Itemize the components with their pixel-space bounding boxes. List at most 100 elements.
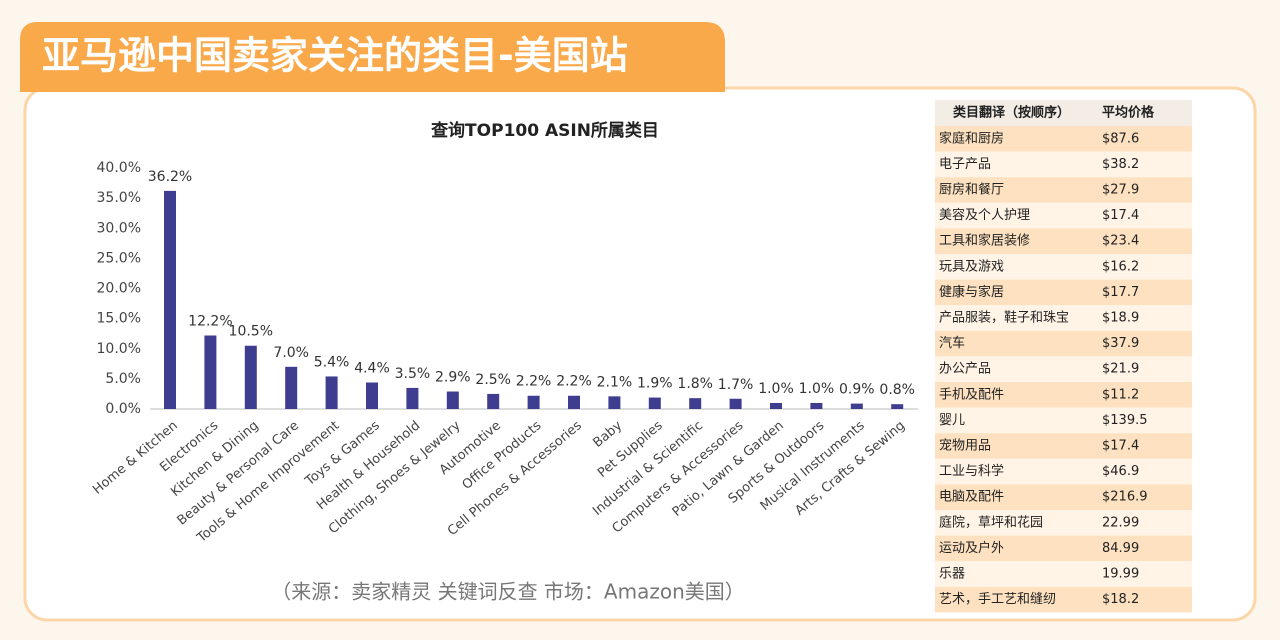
- value-label: 10.5%: [229, 324, 273, 340]
- table-header: 类目翻译（按顺序）: [953, 105, 1070, 121]
- bar: [204, 335, 217, 409]
- bar: [648, 397, 661, 409]
- bar: [850, 403, 863, 409]
- table-row-bg: [935, 382, 1192, 408]
- table-cell: 宠物用品: [939, 438, 991, 454]
- value-label: 36.2%: [148, 169, 192, 185]
- value-label: 2.2%: [556, 374, 592, 390]
- table-row-bg: [935, 254, 1192, 280]
- table-row-bg: [935, 407, 1192, 434]
- table-header-bg: [935, 100, 1192, 126]
- table-cell: 乐器: [939, 567, 965, 582]
- table-row-bg: [935, 202, 1192, 229]
- table-cell: $21.9: [1102, 362, 1139, 377]
- value-label: 3.5%: [395, 366, 431, 382]
- bar: [568, 395, 580, 409]
- value-label: 2.1%: [597, 374, 633, 390]
- bar: [325, 376, 338, 409]
- table-cell: $18.9: [1102, 311, 1139, 326]
- table-row-bg: [935, 126, 1192, 152]
- value-label: 2.9%: [435, 370, 471, 386]
- bar: [406, 387, 419, 409]
- bar: [810, 402, 823, 409]
- table-cell: 厨房和餐厅: [939, 182, 1004, 198]
- y-tick-label: 30.0%: [97, 220, 141, 236]
- table-cell: 家庭和厨房: [939, 130, 1004, 146]
- table-cell: $87.6: [1102, 131, 1139, 146]
- bar: [244, 345, 257, 409]
- table-cell: $17.7: [1102, 285, 1139, 300]
- table-cell: 电子产品: [939, 157, 991, 172]
- y-tick-label: 10.0%: [97, 341, 141, 357]
- table-row-bg: [935, 484, 1192, 510]
- bar: [487, 393, 500, 409]
- table-cell: $23.4: [1102, 234, 1139, 249]
- bar: [608, 396, 621, 409]
- table-cell: 手机及配件: [939, 387, 1004, 402]
- value-label: 1.0%: [799, 381, 835, 397]
- table-cell: $216.9: [1102, 490, 1148, 505]
- y-tick-label: 20.0%: [97, 281, 141, 297]
- value-label: 1.7%: [718, 377, 754, 393]
- y-tick-label: 40.0%: [97, 160, 141, 176]
- table-cell: 汽车: [939, 335, 965, 351]
- chart-title: 查询TOP100 ASIN所属类目: [430, 120, 659, 141]
- table-cell: $37.9: [1102, 336, 1139, 351]
- table-cell: 健康与家居: [939, 284, 1004, 300]
- table-row-bg: [935, 228, 1192, 254]
- y-tick-label: 35.0%: [97, 190, 141, 206]
- value-label: 0.9%: [839, 382, 875, 398]
- value-label: 2.5%: [475, 372, 511, 388]
- table-cell: 庭院，草坪和花园: [939, 514, 1043, 530]
- table-row-bg: [935, 330, 1192, 357]
- title-tab: [20, 22, 725, 92]
- bar: [446, 391, 459, 409]
- value-label: 12.2%: [188, 313, 232, 329]
- value-label: 1.0%: [758, 381, 794, 397]
- table-row-bg: [935, 305, 1192, 331]
- table-cell: 22.99: [1102, 515, 1139, 530]
- table-row-bg: [935, 458, 1192, 485]
- table-cell: 办公产品: [939, 362, 991, 377]
- value-label: 1.9%: [637, 376, 673, 392]
- table-cell: $17.4: [1102, 439, 1139, 454]
- table-cell: $17.4: [1102, 208, 1139, 223]
- table-row-bg: [935, 279, 1192, 306]
- bar: [164, 190, 176, 409]
- table-cell: $11.2: [1102, 387, 1139, 402]
- table-cell: $16.2: [1102, 259, 1139, 274]
- source-note: （来源：卖家精灵 关键词反查 市场：Amazon美国）: [271, 580, 745, 604]
- table-header: 平均价格: [1102, 105, 1155, 121]
- table-cell: 工具和家居装修: [939, 233, 1030, 249]
- table-row-bg: [935, 356, 1192, 382]
- bar: [891, 404, 904, 409]
- bar: [285, 366, 298, 409]
- value-label: 4.4%: [354, 360, 390, 376]
- page-title: 亚马逊中国卖家关注的类目-美国站: [42, 34, 628, 78]
- table-cell: 工业与科学: [939, 463, 1004, 479]
- bar: [527, 395, 540, 409]
- table-cell: $139.5: [1102, 413, 1148, 428]
- value-label: 5.4%: [314, 354, 350, 370]
- table-row-bg: [935, 151, 1192, 178]
- table-cell: 84.99: [1102, 541, 1139, 556]
- value-label: 1.8%: [677, 376, 713, 392]
- table-row-bg: [935, 177, 1192, 203]
- bar: [770, 402, 782, 409]
- table-cell: 运动及户外: [939, 540, 1004, 556]
- table-row-bg: [935, 510, 1192, 536]
- y-tick-label: 15.0%: [97, 311, 141, 327]
- table-row-bg: [935, 433, 1192, 459]
- table-cell: 美容及个人护理: [939, 207, 1030, 223]
- table-row-bg: [935, 586, 1192, 613]
- table-cell: $27.9: [1102, 183, 1139, 198]
- bar: [689, 398, 702, 409]
- y-tick-label: 0.0%: [105, 401, 141, 417]
- table-cell: $38.2: [1102, 157, 1139, 172]
- table-cell: 玩具及游戏: [939, 259, 1004, 274]
- value-label: 0.8%: [879, 382, 915, 398]
- y-tick-label: 5.0%: [105, 371, 141, 387]
- table-cell: 电脑及配件: [939, 490, 1004, 505]
